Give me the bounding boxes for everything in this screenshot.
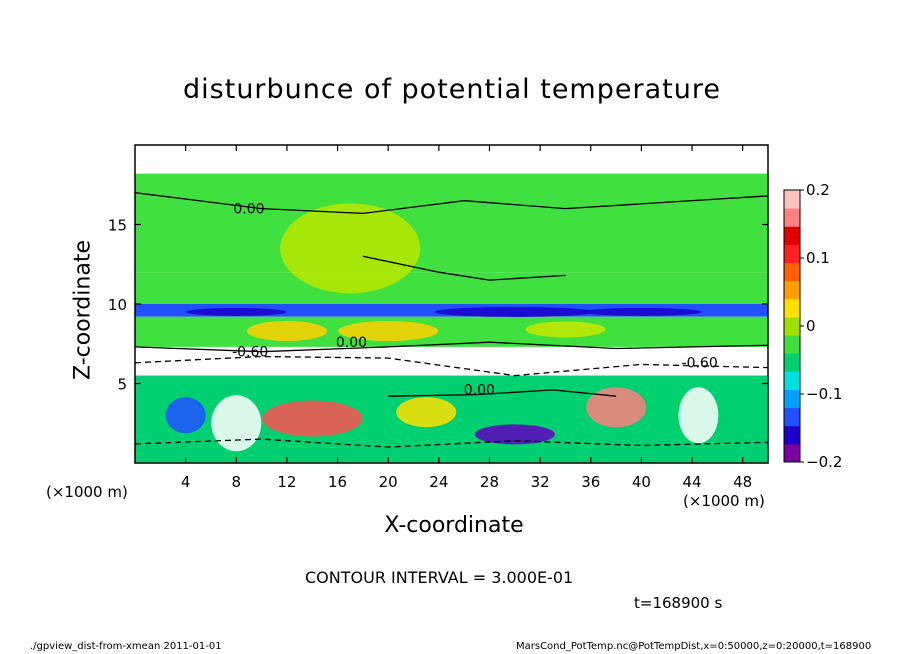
contour-label: 0.00 (336, 335, 367, 351)
y-tick-label: 15 (108, 217, 127, 235)
field-feature (581, 307, 702, 316)
y-tick-label: 10 (108, 296, 127, 314)
colorbar-swatch (784, 244, 800, 264)
field-band (135, 145, 768, 174)
contour-line (388, 389, 617, 397)
x-tick-label: 40 (632, 473, 651, 491)
time-label: t=168900 s (634, 594, 723, 612)
footer-source: MarsCond_PotTemp.nc@PotTempDist,x=0:5000… (516, 641, 872, 652)
colorbar-swatch (784, 353, 800, 372)
contour-line (135, 192, 768, 215)
colorbar-swatch (784, 443, 800, 463)
footer-command: ./gpview_dist-from-xmean 2011-01-01 (30, 641, 222, 652)
x-tick-label: 44 (682, 473, 701, 491)
colorbar-tick-label: −0.2 (806, 453, 842, 471)
colorbar-swatch (784, 316, 800, 336)
x-tick-label: 36 (581, 473, 600, 491)
field-feature (246, 321, 327, 342)
colorbar-swatch (784, 425, 800, 445)
colorbar-swatch (784, 298, 800, 318)
field-feature (165, 397, 206, 434)
field-band (135, 272, 768, 304)
contour-label: -0.60 (682, 356, 718, 372)
plot-area: 0.00 0.00 0.00 -0.60 -0.60 (135, 145, 768, 463)
contour-line (135, 355, 768, 377)
y-axis: 5 10 15 (108, 217, 768, 394)
colorbar-tick-label: −0.1 (806, 385, 842, 403)
colorbar-swatch (784, 280, 800, 300)
field-feature (338, 321, 439, 342)
field-feature (434, 306, 595, 317)
x-tick-label: 20 (379, 473, 398, 491)
field-feature (586, 387, 647, 428)
colorbar-swatch (784, 190, 800, 209)
colorbar-tick-label: 0 (806, 317, 816, 335)
x-tick-label: 48 (733, 473, 752, 491)
contour-line (135, 438, 768, 448)
x-tick-label: 28 (480, 473, 499, 491)
colorbar-tick-label: 0.1 (806, 249, 830, 267)
contour-interval-text: CONTOUR INTERVAL = 3.000E-01 (305, 568, 574, 587)
contour-label: 0.00 (464, 383, 495, 399)
field-feature (262, 400, 363, 437)
field-feature (280, 203, 421, 294)
colorbar-swatch (784, 208, 800, 227)
contour-label: 0.00 (233, 201, 264, 217)
x-tick-label: 8 (232, 473, 242, 491)
colorbar-swatch (784, 226, 800, 245)
field-feature (186, 307, 287, 316)
x-unit-right: (×1000 m) (683, 492, 765, 510)
colorbar-tick-label: 0.2 (806, 181, 830, 199)
field-band (135, 316, 768, 347)
field-feature (396, 397, 457, 428)
field-feature (474, 424, 555, 445)
x-tick-label: 24 (429, 473, 448, 491)
x-axis: 4 8 12 16 20 24 28 32 36 40 44 48 (181, 145, 752, 491)
colorbar-swatch (784, 407, 800, 427)
x-tick-label: 12 (277, 473, 296, 491)
x-tick-label: 32 (531, 473, 550, 491)
field-feature (525, 321, 606, 338)
y-tick-label: 5 (117, 376, 127, 394)
colorbar-swatch (784, 371, 800, 390)
field-band (135, 346, 768, 376)
chart-title: disturbunce of potential temperature (183, 74, 721, 105)
x-axis-label-text: X-coordinate (384, 513, 524, 538)
x-tick-label: 4 (181, 473, 191, 491)
contour-line (135, 341, 768, 353)
y-axis-label: Z-coordinate (70, 240, 96, 380)
contour-label: -0.60 (232, 344, 268, 360)
x-tick-label: 16 (328, 473, 347, 491)
x-unit-left: (×1000 m) (46, 483, 128, 501)
field-feature (678, 387, 719, 444)
colorbar: 0.2 0.1 0 −0.1 −0.2 (783, 181, 842, 471)
field-feature (211, 395, 262, 452)
x-axis-label: X-coordinate (0, 513, 904, 538)
contour-line (362, 255, 566, 281)
colorbar-swatch (784, 335, 800, 354)
colorbar-swatch (784, 262, 800, 282)
field-band (135, 173, 768, 273)
colorbar-swatch (784, 389, 800, 409)
